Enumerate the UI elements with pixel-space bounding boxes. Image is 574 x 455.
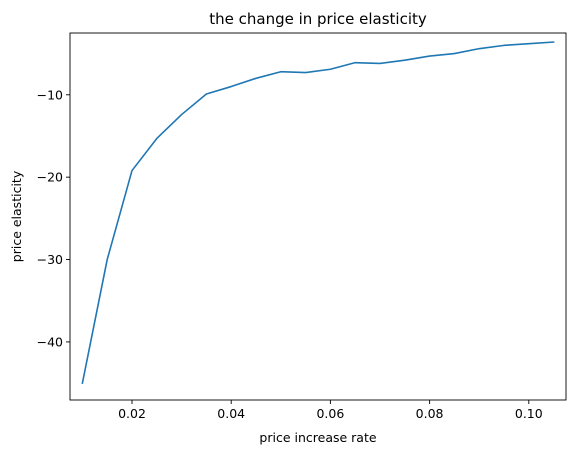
x-tick-label: 0.06 bbox=[316, 406, 344, 421]
plot-area bbox=[69, 32, 567, 401]
y-tick-label: −40 bbox=[37, 334, 63, 349]
chart-title: the change in price elasticity bbox=[209, 10, 427, 28]
x-axis-ticks: 0.02 0.04 0.06 0.08 0.10 bbox=[118, 400, 543, 421]
axes-frame bbox=[69, 32, 567, 401]
x-tick-label: 0.10 bbox=[515, 406, 543, 421]
y-axis-ticks: −40 −30 −20 −10 bbox=[37, 87, 70, 349]
x-tick-label: 0.08 bbox=[416, 406, 444, 421]
y-tick-label: −10 bbox=[37, 87, 63, 102]
y-axis-label: price elasticity bbox=[9, 170, 24, 262]
x-tick-label: 0.02 bbox=[118, 406, 146, 421]
x-tick-label: 0.04 bbox=[217, 406, 245, 421]
x-axis-label: price increase rate bbox=[259, 430, 376, 445]
y-tick-label: −20 bbox=[37, 170, 63, 185]
series-line-0 bbox=[81, 41, 555, 385]
y-tick-label: −30 bbox=[37, 252, 63, 267]
